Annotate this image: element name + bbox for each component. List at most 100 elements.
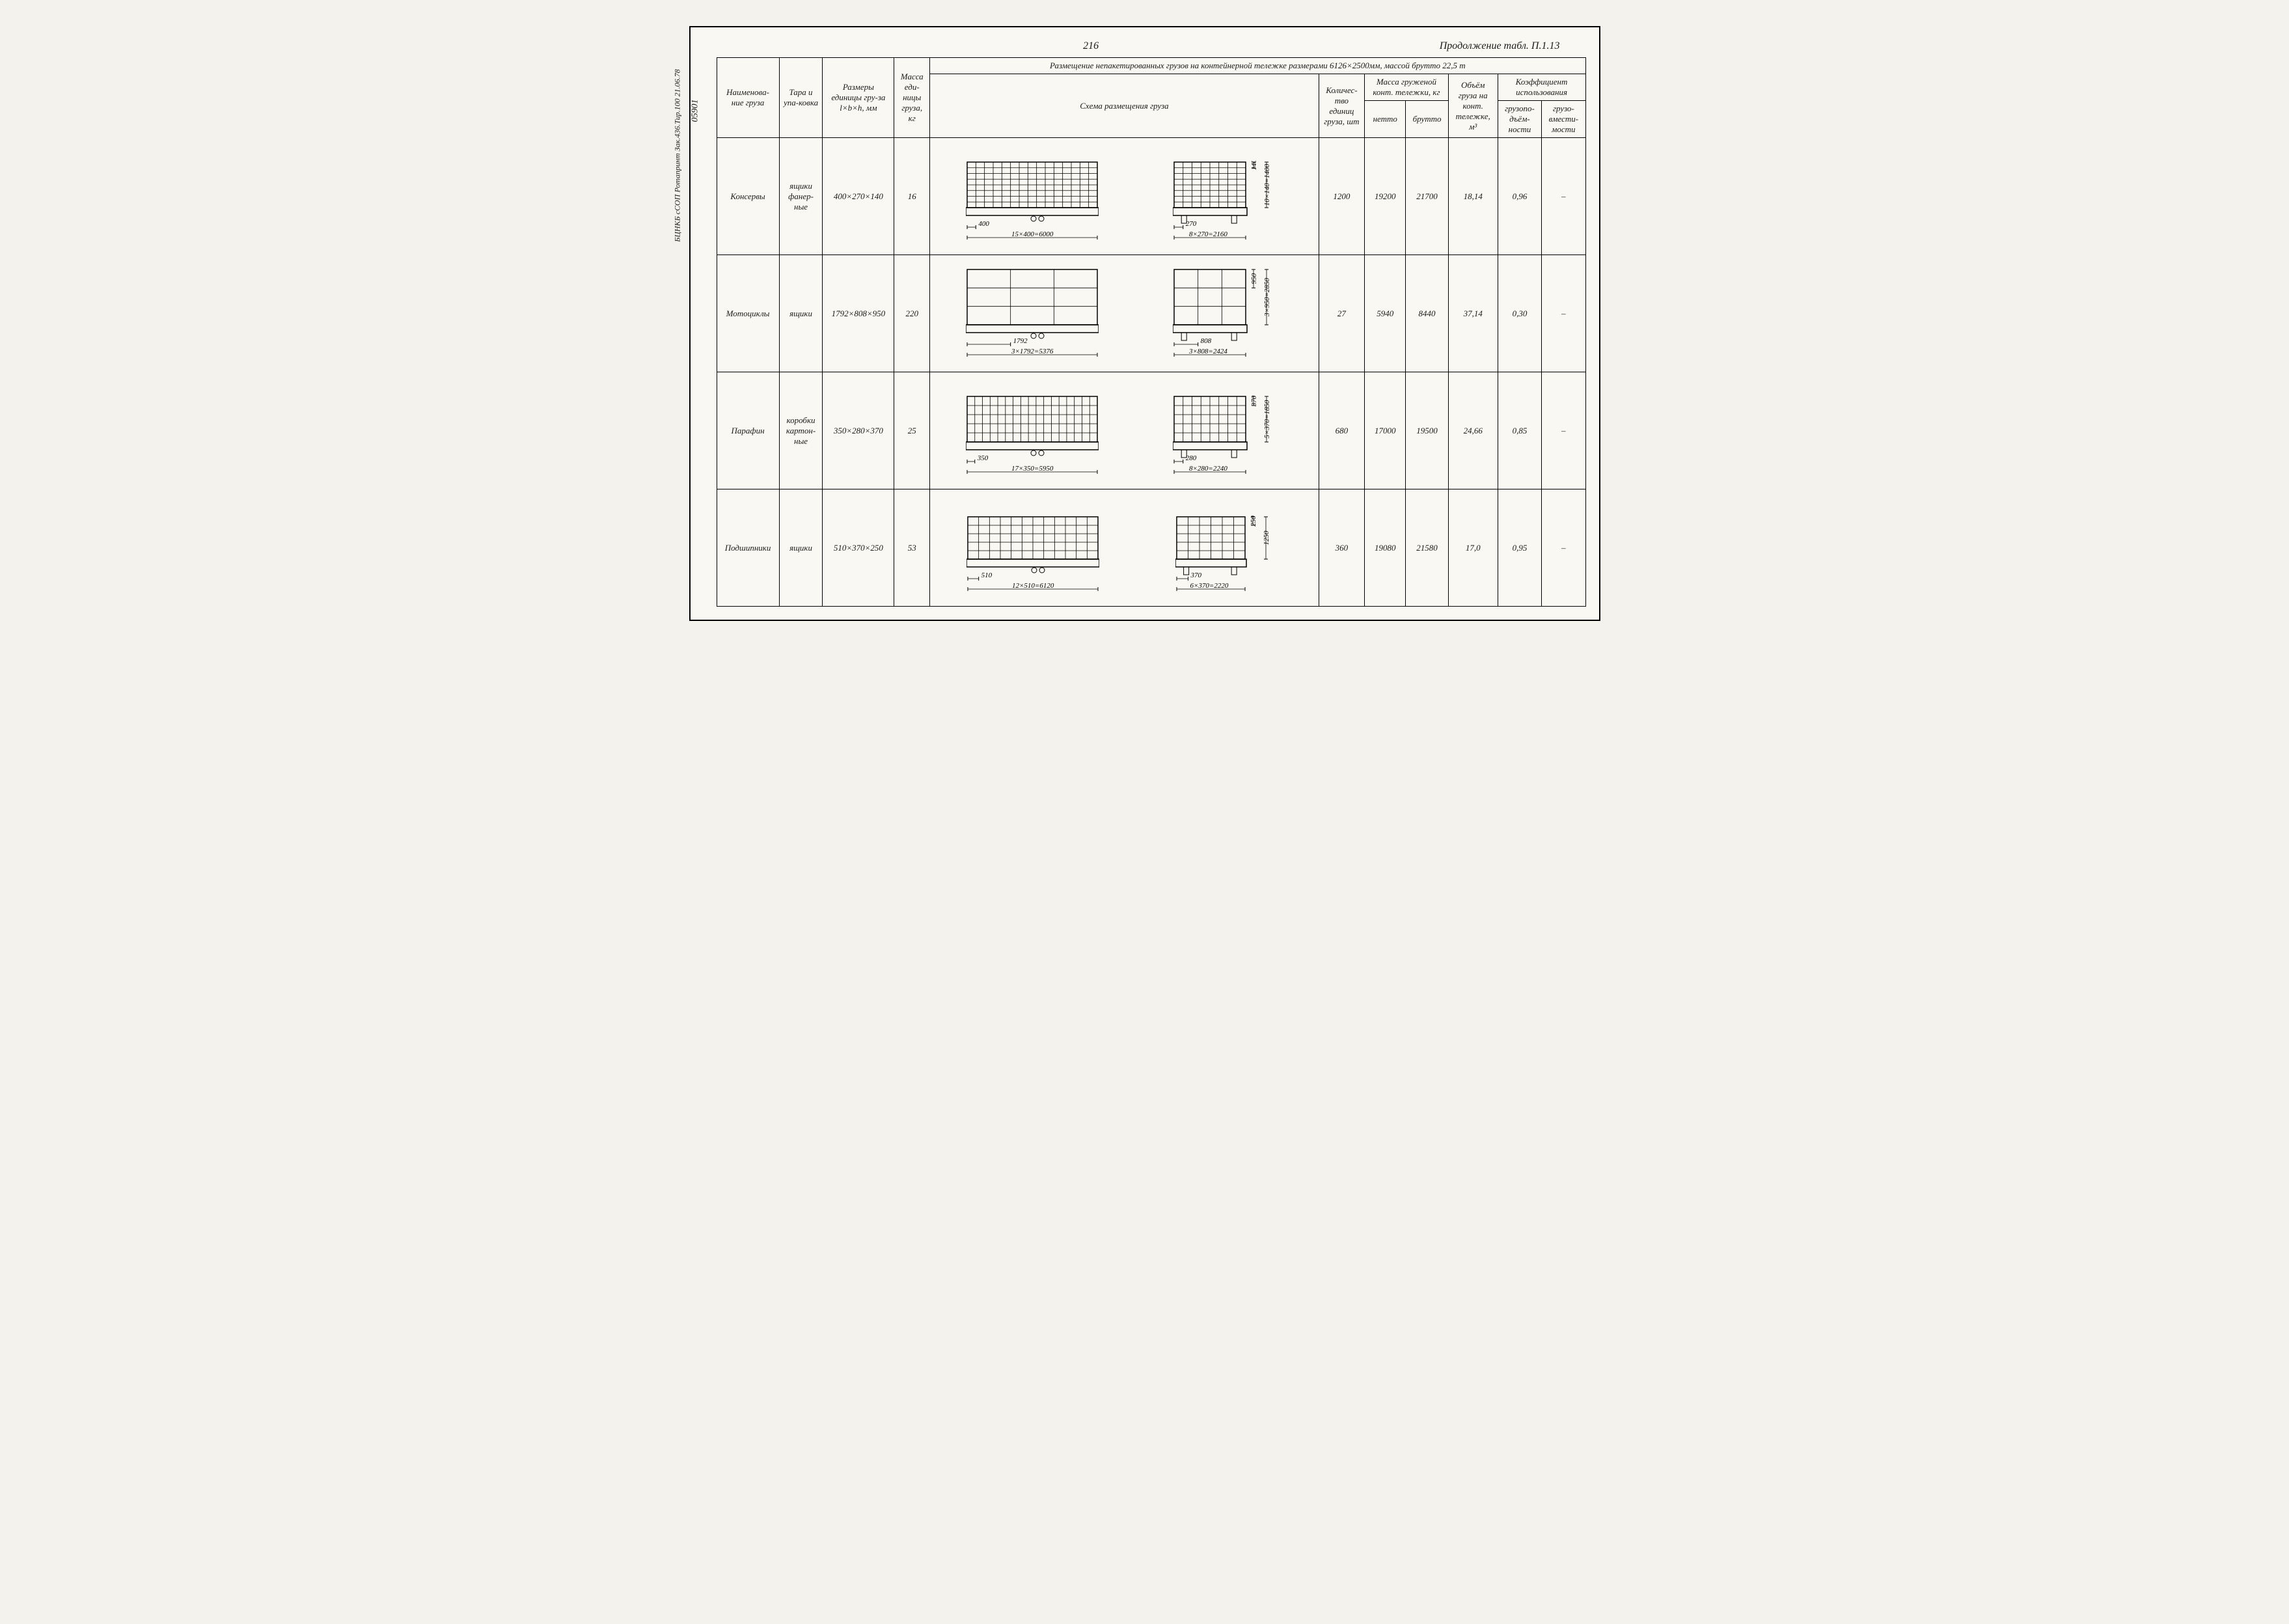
- th-qty: Количес-тво единиц груза, шт: [1319, 74, 1365, 138]
- cell-k2: –: [1542, 255, 1585, 372]
- page-frame: 05901 БЦНКБ сСОП Ротапринт Зак.436.Тир.1…: [689, 26, 1600, 621]
- cell-size: 510×370×250: [823, 489, 894, 607]
- cell-tara: ящики: [779, 255, 823, 372]
- th-koef-group: Коэффициент использования: [1498, 74, 1585, 101]
- cell-k2: –: [1542, 138, 1585, 255]
- th-k1: грузопо-дъём-ности: [1498, 101, 1541, 138]
- svg-text:270: 270: [1186, 220, 1197, 228]
- cell-vol: 17,0: [1448, 489, 1498, 607]
- table-row: Подшипникиящики510×370×25053 510 12×510=6…: [717, 489, 1585, 607]
- cell-name: Парафин: [717, 372, 779, 489]
- cell-netto: 19200: [1365, 138, 1406, 255]
- page-number: 216: [1083, 40, 1099, 52]
- th-vol: Объём груза на конт. тележке, м³: [1448, 74, 1498, 138]
- scheme-view: 2708×270=216014010×140=1400: [1173, 161, 1283, 249]
- cell-vol: 24,66: [1448, 372, 1498, 489]
- cell-k1: 0,30: [1498, 255, 1541, 372]
- table-row: Мотоциклыящики1792×808×950220 1792 3×1792…: [717, 255, 1585, 372]
- cell-vol: 37,14: [1448, 255, 1498, 372]
- cell-name: Консервы: [717, 138, 779, 255]
- cell-scheme: 40015×400=6000 2708×270=216014010×140=14…: [930, 138, 1319, 255]
- cell-tara: ящики фанер-ные: [779, 138, 823, 255]
- svg-text:280: 280: [1186, 454, 1197, 462]
- th-span-header: Размещение непакетированных грузов на ко…: [930, 58, 1585, 74]
- cell-tara: ящики: [779, 489, 823, 607]
- cell-qty: 360: [1319, 489, 1365, 607]
- cell-vol: 18,14: [1448, 138, 1498, 255]
- svg-text:370: 370: [1250, 395, 1258, 407]
- svg-text:5×370=1850: 5×370=1850: [1263, 400, 1271, 438]
- svg-text:370: 370: [1190, 571, 1201, 579]
- th-mass-group: Масса груженой конт. тележки, кг: [1365, 74, 1449, 101]
- svg-text:1792: 1792: [1013, 337, 1028, 345]
- cell-mass: 25: [894, 372, 930, 489]
- cell-name: Подшипники: [717, 489, 779, 607]
- th-brutto: брутто: [1406, 101, 1448, 138]
- cell-netto: 17000: [1365, 372, 1406, 489]
- cell-size: 400×270×140: [823, 138, 894, 255]
- cell-k1: 0,95: [1498, 489, 1541, 607]
- th-size: Размеры единицы гру-за l×b×h, мм: [823, 58, 894, 138]
- svg-text:15×400=6000: 15×400=6000: [1011, 230, 1054, 238]
- svg-text:8×280=2240: 8×280=2240: [1189, 465, 1227, 473]
- scheme-view: 350 17×350=5950: [966, 395, 1099, 484]
- cell-scheme: 510 12×510=6120 370 6×370=2220 250 1250: [930, 489, 1319, 607]
- cell-k1: 0,96: [1498, 138, 1541, 255]
- cell-k2: –: [1542, 489, 1585, 607]
- continuation-label: Продолжение табл. П.1.13: [1440, 40, 1560, 52]
- cell-mass: 53: [894, 489, 930, 607]
- cell-name: Мотоциклы: [717, 255, 779, 372]
- cell-brutto: 19500: [1406, 372, 1448, 489]
- cell-brutto: 21700: [1406, 138, 1448, 255]
- scheme-view: 280 8×280=2240 370 5×370=1850: [1173, 395, 1283, 484]
- svg-text:1250: 1250: [1263, 530, 1270, 545]
- th-name: Наименова-ние груза: [717, 58, 779, 138]
- th-scheme: Схема размещения груза: [930, 74, 1319, 138]
- svg-text:10×140=1400: 10×140=1400: [1263, 163, 1271, 206]
- svg-text:12×510=6120: 12×510=6120: [1012, 582, 1054, 590]
- cell-k1: 0,85: [1498, 372, 1541, 489]
- svg-text:3×950=2850: 3×950=2850: [1263, 278, 1271, 317]
- svg-text:250: 250: [1250, 516, 1257, 527]
- table-row: Консервыящики фанер-ные400×270×14016 400…: [717, 138, 1585, 255]
- cell-mass: 16: [894, 138, 930, 255]
- cell-size: 350×280×370: [823, 372, 894, 489]
- svg-text:17×350=5950: 17×350=5950: [1011, 465, 1054, 473]
- cell-netto: 5940: [1365, 255, 1406, 372]
- scheme-view: 370 6×370=2220 250 1250: [1175, 516, 1282, 601]
- cell-qty: 680: [1319, 372, 1365, 489]
- svg-text:3×808=2424: 3×808=2424: [1188, 348, 1227, 355]
- cell-k2: –: [1542, 372, 1585, 489]
- th-netto: нетто: [1365, 101, 1406, 138]
- scheme-view: 808 3×808=2424 950 3×950=2850: [1173, 268, 1283, 366]
- table-body: Консервыящики фанер-ные400×270×14016 400…: [717, 138, 1585, 607]
- scheme-view: 510 12×510=6120: [966, 516, 1099, 601]
- svg-text:510: 510: [981, 571, 993, 579]
- cell-scheme: 1792 3×1792=5376 808 3×808=2424 950 3×950=28…: [930, 255, 1319, 372]
- cell-brutto: 21580: [1406, 489, 1448, 607]
- th-k2: грузо-вмести-мости: [1542, 101, 1585, 138]
- cell-qty: 1200: [1319, 138, 1365, 255]
- cargo-table: Наименова-ние груза Тара и упа-ковка Раз…: [717, 57, 1586, 607]
- cell-qty: 27: [1319, 255, 1365, 372]
- cell-mass: 220: [894, 255, 930, 372]
- side-page-number: 05901: [690, 100, 700, 122]
- scheme-view: 400 15×400=6000: [966, 161, 1099, 249]
- cell-netto: 19080: [1365, 489, 1406, 607]
- svg-text:400: 400: [978, 220, 989, 228]
- scheme-view: 1792 3×1792=5376: [966, 268, 1099, 366]
- svg-text:950: 950: [1250, 273, 1258, 284]
- cell-size: 1792×808×950: [823, 255, 894, 372]
- cell-tara: коробки картон-ные: [779, 372, 823, 489]
- svg-text:6×370=2220: 6×370=2220: [1190, 582, 1228, 590]
- cell-brutto: 8440: [1406, 255, 1448, 372]
- cell-scheme: 350 17×350=5950 280 8×280=2240 370 5×370=185…: [930, 372, 1319, 489]
- svg-text:350: 350: [977, 454, 989, 462]
- svg-text:140: 140: [1250, 161, 1258, 171]
- table-row: Парафинкоробки картон-ные350×280×37025 3…: [717, 372, 1585, 489]
- th-mass: Масса еди-ницы груза, кг: [894, 58, 930, 138]
- svg-text:808: 808: [1200, 337, 1211, 345]
- side-imprint: БЦНКБ сСОП Ротапринт Зак.436.Тир.100 21.…: [672, 69, 682, 241]
- svg-text:3×1792=5376: 3×1792=5376: [1011, 348, 1054, 355]
- th-tara: Тара и упа-ковка: [779, 58, 823, 138]
